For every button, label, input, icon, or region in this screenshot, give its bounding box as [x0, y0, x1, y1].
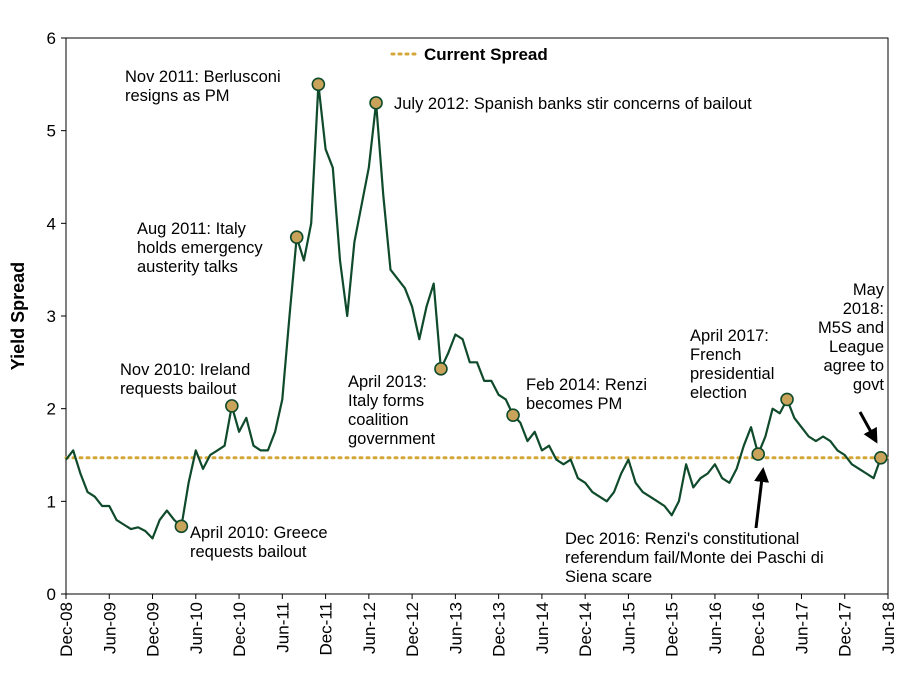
x-tick-label: Dec-17	[836, 602, 855, 657]
annotation-label: Feb 2014: Renzi becomes PM	[526, 376, 647, 413]
x-tick-label: Jun-17	[792, 602, 811, 654]
series-line	[65, 83, 882, 540]
x-tick-label: Dec-08	[57, 602, 76, 657]
annotation-label: Nov 2010: Ireland requests bailout	[120, 361, 250, 398]
x-tick-label: Dec-11	[317, 602, 336, 656]
annotation-label: Nov 2011: Berlusconi resigns as PM	[125, 68, 281, 105]
x-tick-label: Jun-14	[533, 602, 552, 654]
event-marker	[780, 392, 794, 407]
callout-arrow	[754, 467, 770, 529]
annotation-label: May 2018: M5S and League agree to govt	[818, 281, 885, 394]
x-tick-label: Dec-10	[230, 602, 249, 657]
event-marker	[506, 408, 520, 422]
x-tick-label: Dec-13	[490, 602, 509, 657]
annotation-label: April 2013: Italy forms coalition governmen…	[348, 373, 436, 448]
x-tick-label: Dec-14	[576, 602, 595, 657]
x-tick-label: Dec-09	[144, 602, 163, 657]
y-axis: 0 1 2 3 4 5 6	[47, 29, 66, 604]
annotation-label: April 2017: French presidential election	[690, 327, 774, 402]
event-marker	[225, 399, 239, 413]
x-tick-label: Dec-16	[749, 602, 768, 657]
x-tick-label: Jun-13	[446, 602, 465, 654]
legend: Current Spread	[390, 45, 548, 64]
y-tick-label: 4	[47, 214, 56, 233]
event-marker	[311, 77, 326, 92]
y-tick-label: 5	[47, 122, 56, 141]
callout-arrows	[754, 411, 878, 529]
x-tick-label: Jun-18	[879, 602, 898, 654]
event-markers	[174, 77, 888, 534]
event-marker	[751, 447, 766, 461]
annotation-label: Dec 2016: Renzi's constitutional referend…	[565, 530, 824, 586]
callout-arrow	[858, 411, 878, 444]
x-tick-label: Jun-10	[187, 602, 206, 654]
annotation-label: Aug 2011: Italy holds emergency austerity …	[137, 220, 263, 276]
x-tick-label: Jun-15	[619, 602, 638, 654]
event-marker	[174, 519, 189, 534]
x-tick-label: Dec-12	[403, 602, 422, 657]
x-tick-label: Jun-09	[100, 602, 119, 654]
y-tick-label: 0	[47, 585, 56, 604]
x-tick-label: Jun-11	[273, 602, 292, 653]
event-marker	[289, 230, 304, 245]
event-marker	[369, 96, 383, 110]
event-marker	[434, 362, 448, 376]
x-tick-label: Dec-15	[663, 602, 682, 657]
y-tick-label: 6	[47, 29, 56, 48]
y-tick-label: 3	[47, 307, 56, 326]
legend-label: Current Spread	[424, 45, 548, 64]
x-tick-label: Jun-16	[706, 602, 725, 654]
annotation-label: July 2012: Spanish banks stir concerns o…	[394, 95, 752, 113]
annotation-label: April 2010: Greece requests bailout	[190, 524, 328, 561]
plot-area	[65, 37, 889, 595]
x-tick-label: Jun-12	[360, 602, 379, 654]
y-tick-label: 1	[47, 492, 56, 511]
y-tick-label: 2	[47, 400, 56, 419]
y-axis-title: Yield Spread	[8, 262, 28, 370]
x-axis: Dec-08 Jun-09 Dec-09 Jun-10 Dec-10 Jun-11 Dec-…	[57, 594, 898, 657]
annotations: April 2010: Greece requests bailout Nov 20…	[120, 68, 885, 586]
event-marker	[873, 450, 888, 465]
